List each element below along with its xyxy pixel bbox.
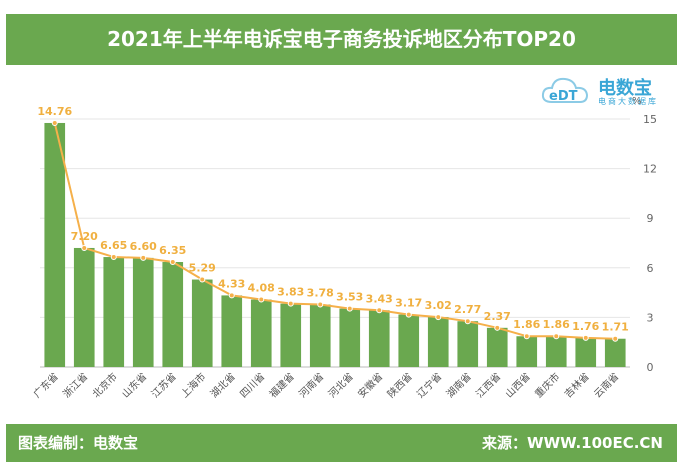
x-tick-label: 湖北省	[207, 370, 237, 400]
bar	[191, 279, 213, 367]
y-tick-label: 3	[647, 311, 654, 324]
y-tick-label: 12	[643, 163, 657, 176]
data-label: 5.29	[189, 262, 216, 275]
data-label: 7.20	[71, 230, 98, 243]
data-label: 1.76	[572, 320, 599, 333]
data-label: 2.37	[484, 310, 511, 323]
bar	[339, 308, 361, 367]
data-label: 3.43	[366, 292, 393, 305]
line-point	[317, 301, 324, 308]
brand-logo: eDT 电数宝 电商大数据库	[540, 72, 670, 108]
data-label: 2.77	[454, 303, 481, 316]
x-tick-label: 广东省	[30, 370, 60, 400]
line-point	[464, 318, 471, 325]
bar	[545, 336, 567, 367]
bar	[398, 314, 420, 367]
y-tick-label: 0	[647, 361, 654, 374]
line-point	[523, 333, 530, 340]
y-tick-label: 6	[647, 262, 654, 275]
data-label: 4.08	[248, 282, 275, 295]
x-tick-label: 上海市	[178, 370, 208, 400]
bar	[486, 327, 508, 367]
y-tick-label: 15	[643, 113, 657, 126]
bar	[427, 317, 449, 367]
y-unit-label: %	[632, 96, 642, 107]
bar	[162, 262, 184, 367]
header-bar: 2021年上半年电诉宝电子商务投诉地区分布TOP20	[6, 14, 677, 65]
line-point	[553, 333, 560, 340]
data-label: 3.78	[307, 287, 334, 300]
line-point	[169, 259, 176, 266]
y-tick-label: 9	[647, 212, 654, 225]
bar	[103, 257, 125, 367]
bar	[604, 338, 626, 367]
x-tick-label: 福建省	[266, 370, 296, 400]
x-tick-label: 湖南省	[443, 370, 473, 400]
bar	[221, 295, 243, 367]
line-point	[346, 305, 353, 312]
line-point	[140, 254, 147, 261]
data-label: 1.71	[602, 321, 629, 334]
line-point	[51, 119, 58, 126]
data-label: 3.83	[277, 286, 304, 299]
data-label: 6.35	[159, 244, 186, 257]
bar	[280, 303, 302, 367]
data-label: 1.86	[543, 318, 570, 331]
logo-name: 电数宝	[598, 78, 652, 99]
data-label: 14.76	[37, 105, 72, 118]
svg-text:eDT: eDT	[549, 89, 578, 104]
bar	[309, 304, 331, 367]
footer-credit: 图表编制：电数宝	[18, 434, 139, 452]
line-point	[81, 244, 88, 251]
bar	[44, 122, 66, 367]
data-label: 6.65	[100, 239, 127, 252]
x-tick-label: 浙江省	[60, 370, 90, 400]
x-tick-label: 北京市	[89, 370, 119, 400]
line-point	[435, 314, 442, 321]
data-label: 3.02	[425, 299, 452, 312]
line-point	[376, 307, 383, 314]
bar	[368, 310, 390, 367]
x-tick-label: 江西省	[473, 370, 503, 400]
logo-subtitle: 电商大数据库	[598, 97, 658, 106]
line-point	[287, 300, 294, 307]
x-tick-label: 辽宁省	[414, 370, 444, 400]
line-point	[405, 311, 412, 318]
x-tick-label: 河北省	[325, 370, 355, 400]
x-tick-label: 山西省	[502, 370, 532, 400]
footer-source: 来源：WWW.100EC.CN	[482, 434, 663, 452]
cloud-logo-icon: eDT	[541, 77, 589, 104]
bar	[250, 299, 272, 367]
data-label: 1.86	[513, 318, 540, 331]
x-tick-label: 山东省	[119, 370, 149, 400]
x-tick-label: 陕西省	[384, 370, 414, 400]
footer-bar: 图表编制：电数宝 来源：WWW.100EC.CN	[6, 424, 677, 462]
x-tick-label: 云南省	[591, 370, 621, 400]
x-tick-label: 江苏省	[148, 370, 178, 400]
line-point	[228, 292, 235, 299]
data-label: 3.17	[395, 297, 422, 310]
line-point	[582, 334, 589, 341]
trend-line	[53, 122, 616, 340]
data-label: 6.60	[130, 240, 157, 253]
line-point	[258, 296, 265, 303]
bar	[516, 336, 538, 367]
data-label: 4.33	[218, 277, 245, 290]
chart-title: 2021年上半年电诉宝电子商务投诉地区分布TOP20	[107, 27, 576, 51]
x-tick-label: 吉林省	[561, 370, 591, 400]
line-point	[110, 254, 117, 261]
line-point	[494, 324, 501, 331]
bar	[132, 257, 154, 367]
bar	[457, 321, 479, 367]
data-label: 3.53	[336, 291, 363, 304]
line-point	[612, 335, 619, 342]
line-point	[199, 276, 206, 283]
x-tick-label: 重庆市	[532, 370, 562, 400]
bar	[73, 247, 95, 367]
x-tick-label: 四川省	[237, 370, 267, 400]
x-tick-label: 安徽省	[355, 370, 385, 400]
x-tick-label: 河南省	[296, 370, 326, 400]
bar	[575, 337, 597, 367]
